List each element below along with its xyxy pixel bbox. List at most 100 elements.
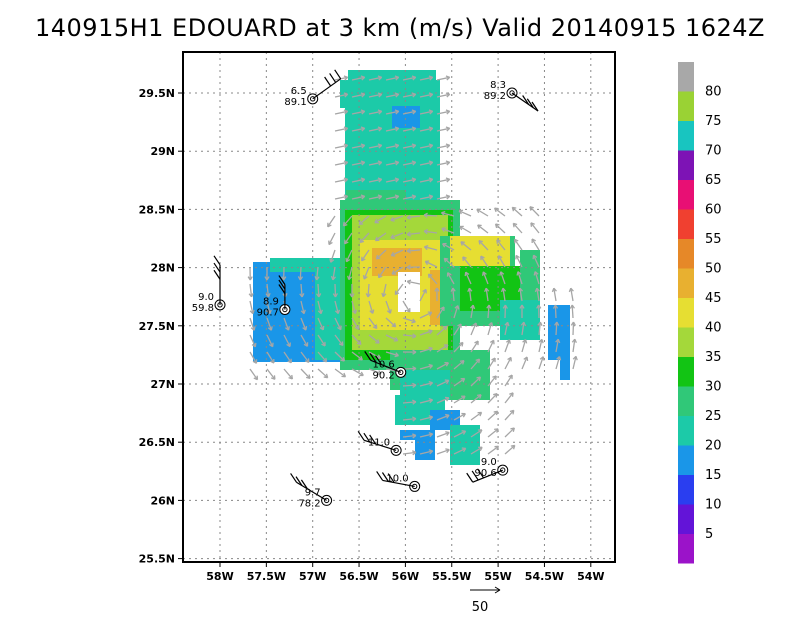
- wind-vector-head: [502, 304, 508, 309]
- wind-vector-head: [360, 92, 366, 98]
- wind-vector-head: [446, 272, 452, 277]
- wind-vector: [385, 317, 397, 328]
- wind-vector-head: [445, 431, 450, 437]
- wind-vector: [249, 317, 255, 331]
- wind-vector: [424, 246, 438, 251]
- wind-vector: [378, 266, 387, 279]
- wind-vector: [402, 178, 416, 183]
- wind-vector: [402, 334, 417, 337]
- wind-vector-head: [445, 194, 451, 200]
- colorbar-label: 40: [705, 321, 722, 336]
- wind-vector: [480, 255, 489, 268]
- wind-vector: [368, 351, 381, 359]
- wind-vector-head: [394, 126, 400, 132]
- wind-vector: [555, 321, 558, 336]
- wind-vector-head: [345, 257, 351, 263]
- wind-vector-head: [422, 288, 427, 294]
- wind-vector-head: [332, 293, 339, 298]
- wind-vector: [536, 288, 540, 302]
- wind-vector: [482, 271, 489, 285]
- wind-vector: [327, 215, 336, 228]
- barb-feather: [357, 431, 365, 441]
- wind-vector: [363, 266, 370, 280]
- wind-vector: [402, 384, 417, 387]
- wind-vector: [487, 428, 499, 438]
- wind-vector: [419, 110, 433, 115]
- wind-vector-head: [428, 143, 434, 149]
- wind-vector: [385, 76, 399, 81]
- wind-vector: [436, 362, 449, 370]
- lat-tick-label: 27N: [150, 378, 175, 391]
- wind-vector-head: [372, 324, 378, 330]
- wind-vector: [502, 288, 506, 302]
- wind-vector-head: [492, 375, 497, 380]
- wind-vector: [376, 249, 387, 260]
- wind-vector-head: [322, 357, 328, 363]
- barb-feather: [387, 473, 395, 483]
- wind-vector: [487, 393, 498, 404]
- wind-vector: [351, 178, 365, 183]
- wind-vector-head: [494, 428, 499, 433]
- wind-vector: [419, 330, 433, 336]
- wind-vector: [470, 322, 477, 336]
- wind-vector-head: [428, 92, 434, 98]
- wind-vector-head: [423, 229, 429, 235]
- wind-vector: [470, 376, 481, 387]
- wind-vector: [459, 225, 472, 234]
- wind-vector: [385, 334, 399, 342]
- wind-vector: [368, 76, 382, 81]
- wind-vector: [385, 351, 399, 357]
- wind-vector: [300, 334, 309, 347]
- wind-vector: [504, 444, 516, 455]
- wind-vector: [529, 206, 540, 217]
- wind-vector-head: [375, 339, 380, 344]
- vector-scale-label: 50: [472, 600, 489, 615]
- wind-vector-head: [464, 271, 470, 277]
- barb-feather: [213, 262, 221, 273]
- wind-vector-head: [411, 109, 417, 115]
- wind-vector-head: [327, 222, 332, 228]
- wind-vector-head: [377, 126, 383, 132]
- colorbar-label: 60: [705, 203, 722, 218]
- wind-vector-head: [494, 207, 499, 213]
- wind-vector: [495, 223, 506, 234]
- wind-vector-head: [343, 194, 349, 200]
- wind-vector: [453, 360, 465, 370]
- wind-vector-head: [454, 305, 460, 310]
- wind-vector: [266, 334, 274, 347]
- wind-vector: [351, 351, 363, 361]
- colorbar-segment: [678, 239, 694, 269]
- wind-vector: [554, 304, 557, 319]
- wind-vector: [443, 257, 455, 268]
- wind-vector-head: [423, 245, 429, 251]
- wind-vector: [317, 368, 329, 379]
- wind-vector: [390, 215, 404, 221]
- wind-vector: [512, 222, 523, 234]
- wind-vector-head: [445, 109, 451, 115]
- colorbar-segment: [678, 150, 694, 180]
- barb-feather: [295, 476, 303, 486]
- wind-vector-head: [394, 92, 400, 98]
- wind-vector: [436, 431, 450, 438]
- wind-vector-head: [428, 380, 434, 387]
- wind-vector-head: [427, 273, 433, 279]
- wind-vector: [385, 300, 392, 314]
- wind-vector-head: [445, 143, 451, 149]
- wind-vector: [359, 232, 370, 243]
- wind-vector-head: [247, 276, 253, 281]
- colorbar-segment: [678, 534, 694, 564]
- wind-vector-head: [390, 216, 395, 222]
- colorbar-segment: [678, 327, 694, 357]
- wind-vector-head: [344, 239, 349, 245]
- wind-vector: [436, 178, 450, 183]
- wind-vector: [368, 93, 382, 98]
- wind-vector-head: [299, 293, 305, 298]
- wind-vector: [343, 215, 353, 227]
- barb-feather: [375, 355, 383, 366]
- vector-scale: 50: [470, 586, 501, 615]
- lat-tick-label: 27.5N: [139, 320, 175, 333]
- wind-vector-head: [393, 336, 399, 342]
- lon-tick-label: 56.5W: [339, 570, 378, 583]
- wind-vector-head: [377, 370, 382, 375]
- wind-vector: [406, 249, 421, 252]
